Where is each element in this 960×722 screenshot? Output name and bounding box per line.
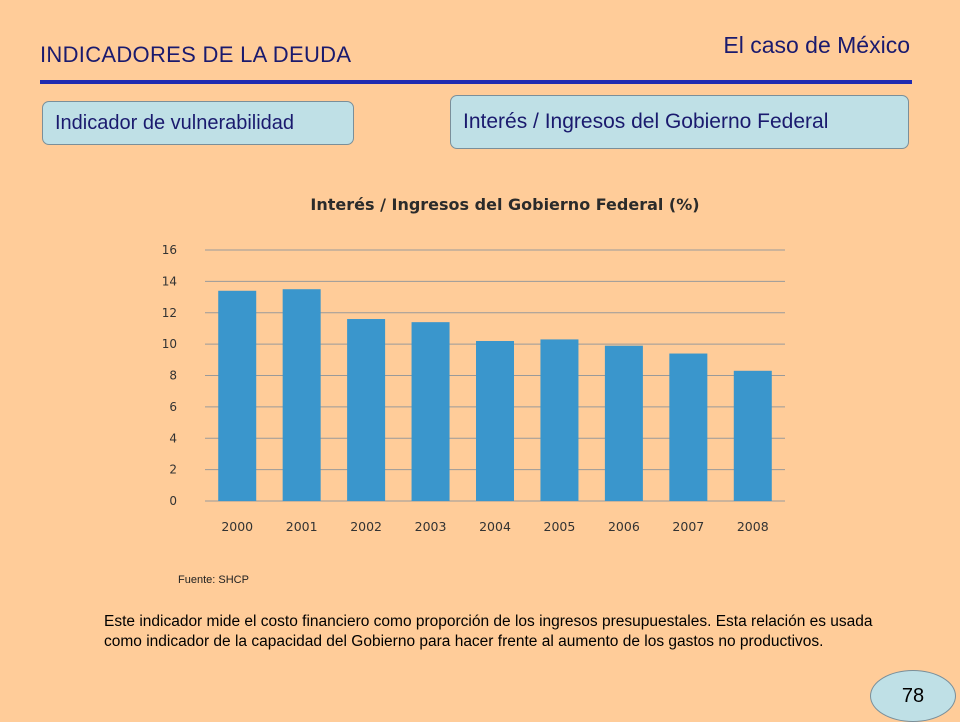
- slide-case-title: El caso de México: [723, 32, 910, 58]
- x-tick-label: 2001: [286, 519, 318, 534]
- x-tick-label: 2006: [608, 519, 640, 534]
- page-number: 78: [901, 684, 925, 707]
- source-note: Fuente: SHCP: [178, 574, 249, 586]
- description-text: Este indicador mide el costo financiero …: [104, 613, 873, 650]
- y-tick-label: 0: [169, 494, 177, 508]
- y-tick-label: 14: [162, 274, 177, 288]
- slide-title: INDICADORES DE LA DEUDA: [40, 42, 352, 67]
- y-tick-label: 8: [169, 369, 177, 383]
- header-rule: [40, 80, 912, 84]
- chart: Interés / Ingresos del Gobierno Federal …: [150, 180, 810, 550]
- tag-indicator-name: Interés / Ingresos del Gobierno Federal: [450, 95, 909, 149]
- tag-indicator-type: Indicador de vulnerabilidad: [42, 101, 354, 145]
- tag-indicator-name-label: Interés / Ingresos del Gobierno Federal: [463, 110, 829, 133]
- bar: [476, 340, 514, 501]
- y-tick-label: 4: [169, 431, 177, 445]
- bar-chart: Interés / Ingresos del Gobierno Federal …: [162, 195, 785, 534]
- x-tick-label: 2000: [221, 519, 253, 534]
- bar: [540, 339, 579, 501]
- y-tick-label: 10: [162, 337, 177, 351]
- page-number-badge: 78: [870, 670, 956, 722]
- tag-indicator-type-label: Indicador de vulnerabilidad: [55, 111, 295, 134]
- x-tick-label: 2007: [672, 519, 704, 534]
- y-tick-label: 16: [162, 243, 177, 257]
- y-tick-label: 12: [162, 306, 177, 320]
- x-tick-label: 2004: [479, 519, 511, 534]
- x-tick-label: 2008: [737, 519, 769, 534]
- x-tick-label: 2002: [350, 519, 382, 534]
- y-tick-label: 6: [169, 400, 177, 414]
- bar: [282, 289, 321, 501]
- bar: [218, 290, 257, 501]
- bar: [733, 370, 772, 501]
- y-tick-label: 2: [169, 463, 177, 477]
- bar: [411, 322, 450, 501]
- chart-title: Interés / Ingresos del Gobierno Federal …: [310, 195, 699, 214]
- x-tick-label: 2003: [415, 519, 447, 534]
- bar: [669, 353, 708, 501]
- bar: [347, 319, 386, 501]
- bar: [604, 345, 643, 501]
- x-tick-label: 2005: [544, 519, 576, 534]
